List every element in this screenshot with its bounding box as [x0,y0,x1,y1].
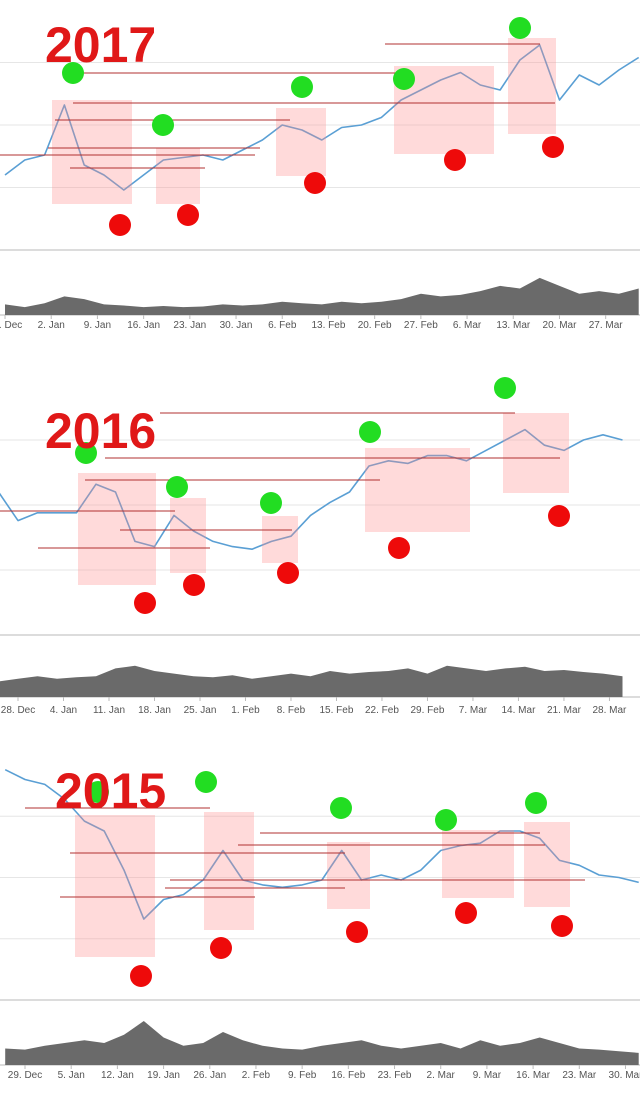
annotations-2015 [25,771,585,987]
x-tick-label: 15. Feb [320,705,354,716]
x-tick-label: 11. Jan [93,705,125,716]
green-dot [525,792,547,814]
green-dot [62,62,84,84]
x-tick-label: 26. Jan [193,1070,226,1081]
red-dot [304,172,326,194]
range-box [75,815,155,957]
red-dot [551,915,573,937]
x-tick-label: 5. Jan [58,1070,85,1081]
red-dot [542,136,564,158]
x-tick-label: 18. Jan [138,705,171,716]
x-tick-label: 23. Mar [562,1070,597,1081]
range-box [170,498,206,573]
x-tick-label: 14. Mar [502,705,537,716]
range-box [508,38,556,134]
x-tick-label: 1. Feb [231,705,260,716]
volume-area [5,1021,639,1065]
x-tick-label: 27. Mar [589,320,624,331]
x-tick-label: 16. Jan [127,320,160,331]
x-tick-label: 28. Dec [1,705,35,716]
x-tick-label: 30. Jan [220,320,253,331]
x-tick-label: 25. Jan [184,705,217,716]
x-tick-label: 28. Mar [592,705,627,716]
x-tick-label: 23. Feb [378,1070,412,1081]
x-tick-label: 13. Mar [496,320,531,331]
range-box [78,473,156,585]
x-tick-label: 16. Mar [516,1070,551,1081]
green-dot [75,442,97,464]
red-dot [444,149,466,171]
x-tick-label: 2. Jan [38,320,65,331]
annotations-2016 [0,377,570,614]
chart-title: 2015 [55,763,166,819]
x-tick-label: 22. Feb [365,705,399,716]
range-box [52,100,132,204]
x-tick-label: 4. Jan [50,705,77,716]
x-tick-label: 16. Feb [331,1070,365,1081]
x-tick-label: 9. Feb [288,1070,317,1081]
annotations-2017 [0,17,564,236]
green-dot [152,114,174,136]
red-dot [210,937,232,959]
volume-area [0,665,623,697]
range-box [262,516,298,563]
x-tick-label: 30. Mar [609,1070,640,1081]
green-dot [260,492,282,514]
green-dot [393,68,415,90]
x-tick-label: 29. Feb [411,705,445,716]
red-dot [455,902,477,924]
range-box [365,448,470,532]
x-tick-label: 23. Jan [173,320,206,331]
x-tick-label: 20. Mar [543,320,578,331]
x-tick-label: 21. Mar [547,705,582,716]
range-box [327,842,370,909]
x-tick-label: 13. Feb [311,320,345,331]
volume-area [5,277,639,315]
green-dot [166,476,188,498]
range-box [524,822,570,907]
green-dot [195,771,217,793]
chart-title: 2017 [45,17,156,73]
price-line [0,428,623,550]
x-tick-label: 29. Dec [8,1070,42,1081]
red-dot [130,965,152,987]
red-dot [134,592,156,614]
range-box [156,148,200,204]
x-tick-label: 9. Jan [84,320,111,331]
x-tick-label: 20. Feb [358,320,392,331]
plot-layer: 26. Dec 2. Jan 9. Jan 16. Jan 23. Jan 30. Jan… [0,44,640,1081]
green-dot [330,797,352,819]
red-dot [277,562,299,584]
range-box [503,413,569,493]
x-tick-label: 6. Feb [268,320,297,331]
x-tick-label: 7. Mar [459,705,488,716]
green-dot [494,377,516,399]
x-tick-label: 27. Feb [404,320,438,331]
red-dot [183,574,205,596]
green-dot [359,421,381,443]
green-dot [87,781,109,803]
green-dot [291,76,313,98]
red-dot [109,214,131,236]
price-line [4,44,640,191]
x-tick-label: 6. Mar [453,320,482,331]
red-dot [346,921,368,943]
chart-title: 2016 [45,403,156,459]
red-dot [388,537,410,559]
red-dot [548,505,570,527]
x-tick-label: 8. Feb [277,705,306,716]
range-box [276,108,326,176]
x-tick-label: 2. Feb [242,1070,271,1081]
red-dot [177,204,199,226]
range-box [442,830,514,898]
x-tick-label: 12. Jan [101,1070,134,1081]
x-tick-label: 19. Jan [147,1070,180,1081]
x-tick-label: 26. Dec [0,320,22,331]
green-dot [435,809,457,831]
x-tick-label: 9. Mar [473,1070,502,1081]
range-box [204,812,254,930]
x-tick-label: 2. Mar [427,1070,456,1081]
green-dot [509,17,531,39]
